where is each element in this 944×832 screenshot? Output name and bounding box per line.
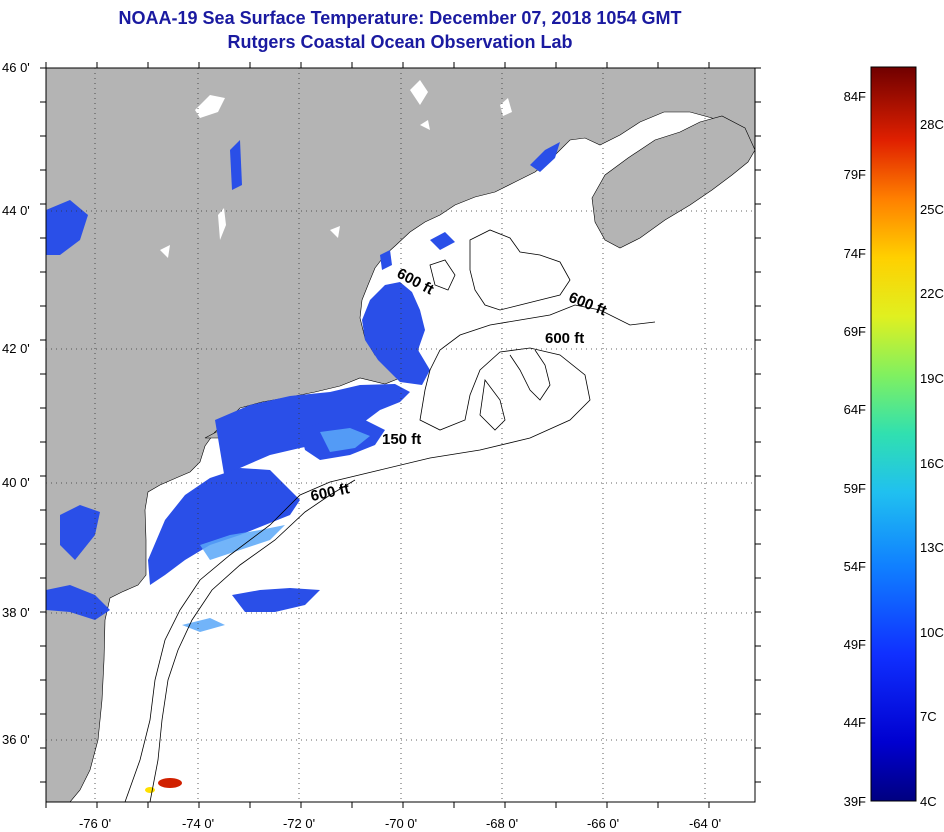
latitude-label: 36 0' bbox=[2, 732, 30, 747]
colorbar-c-label: 4C bbox=[920, 794, 937, 809]
land-nova-scotia bbox=[591, 115, 755, 249]
sst-warm-spot bbox=[145, 787, 155, 793]
colorbar-f-label: 44F bbox=[844, 715, 866, 730]
axis-ticks bbox=[40, 62, 761, 808]
colorbar-f-label: 64F bbox=[844, 402, 866, 417]
contour-label: 600 ft bbox=[545, 330, 584, 347]
sst-coverage bbox=[46, 140, 560, 620]
colorbar-f-label: 84F bbox=[844, 89, 866, 104]
colorbar-f-label: 39F bbox=[844, 794, 866, 809]
colorbar-f-label: 69F bbox=[844, 324, 866, 339]
latitude-label: 42 0' bbox=[2, 341, 30, 356]
colorbar-c-label: 7C bbox=[920, 709, 937, 724]
colorbar-f-label: 54F bbox=[844, 559, 866, 574]
colorbar-c-label: 19C bbox=[920, 371, 944, 386]
colorbar-c-label: 16C bbox=[920, 456, 944, 471]
colorbar-c-label: 28C bbox=[920, 117, 944, 132]
colorbar-c-label: 10C bbox=[920, 625, 944, 640]
map-subtitle: Rutgers Coastal Ocean Observation Lab bbox=[227, 32, 573, 52]
latitude-label: 38 0' bbox=[2, 605, 30, 620]
colorbar-c-label: 25C bbox=[920, 202, 944, 217]
longitude-label: -74 0' bbox=[182, 816, 214, 831]
longitude-label: -68 0' bbox=[486, 816, 518, 831]
latitude-label: 44 0' bbox=[2, 203, 30, 218]
map-title: NOAA-19 Sea Surface Temperature: Decembe… bbox=[118, 8, 682, 28]
colorbar-c-label: 22C bbox=[920, 286, 944, 301]
colorbar-f-label: 79F bbox=[844, 167, 866, 182]
bathymetry-contours bbox=[124, 229, 656, 802]
colorbar-c-label: 13C bbox=[920, 540, 944, 555]
map-frame bbox=[45, 67, 756, 803]
colorbar-f-label: 74F bbox=[844, 246, 866, 261]
longitude-label: -76 0' bbox=[79, 816, 111, 831]
inland-water bbox=[160, 80, 512, 258]
contour-label: 150 ft bbox=[382, 431, 421, 448]
graticule bbox=[46, 68, 755, 802]
colorbar-f-label: 49F bbox=[844, 637, 866, 652]
longitude-label: -66 0' bbox=[587, 816, 619, 831]
sst-hot-spot bbox=[158, 778, 182, 788]
sst-warm-patches bbox=[182, 428, 370, 632]
colorbar bbox=[870, 66, 917, 802]
longitude-label: -72 0' bbox=[283, 816, 315, 831]
latitude-label: 40 0' bbox=[2, 475, 30, 490]
longitude-label: -70 0' bbox=[385, 816, 417, 831]
longitude-label: -64 0' bbox=[689, 816, 721, 831]
latitude-label: 46 0' bbox=[2, 60, 30, 75]
colorbar-f-label: 59F bbox=[844, 481, 866, 496]
